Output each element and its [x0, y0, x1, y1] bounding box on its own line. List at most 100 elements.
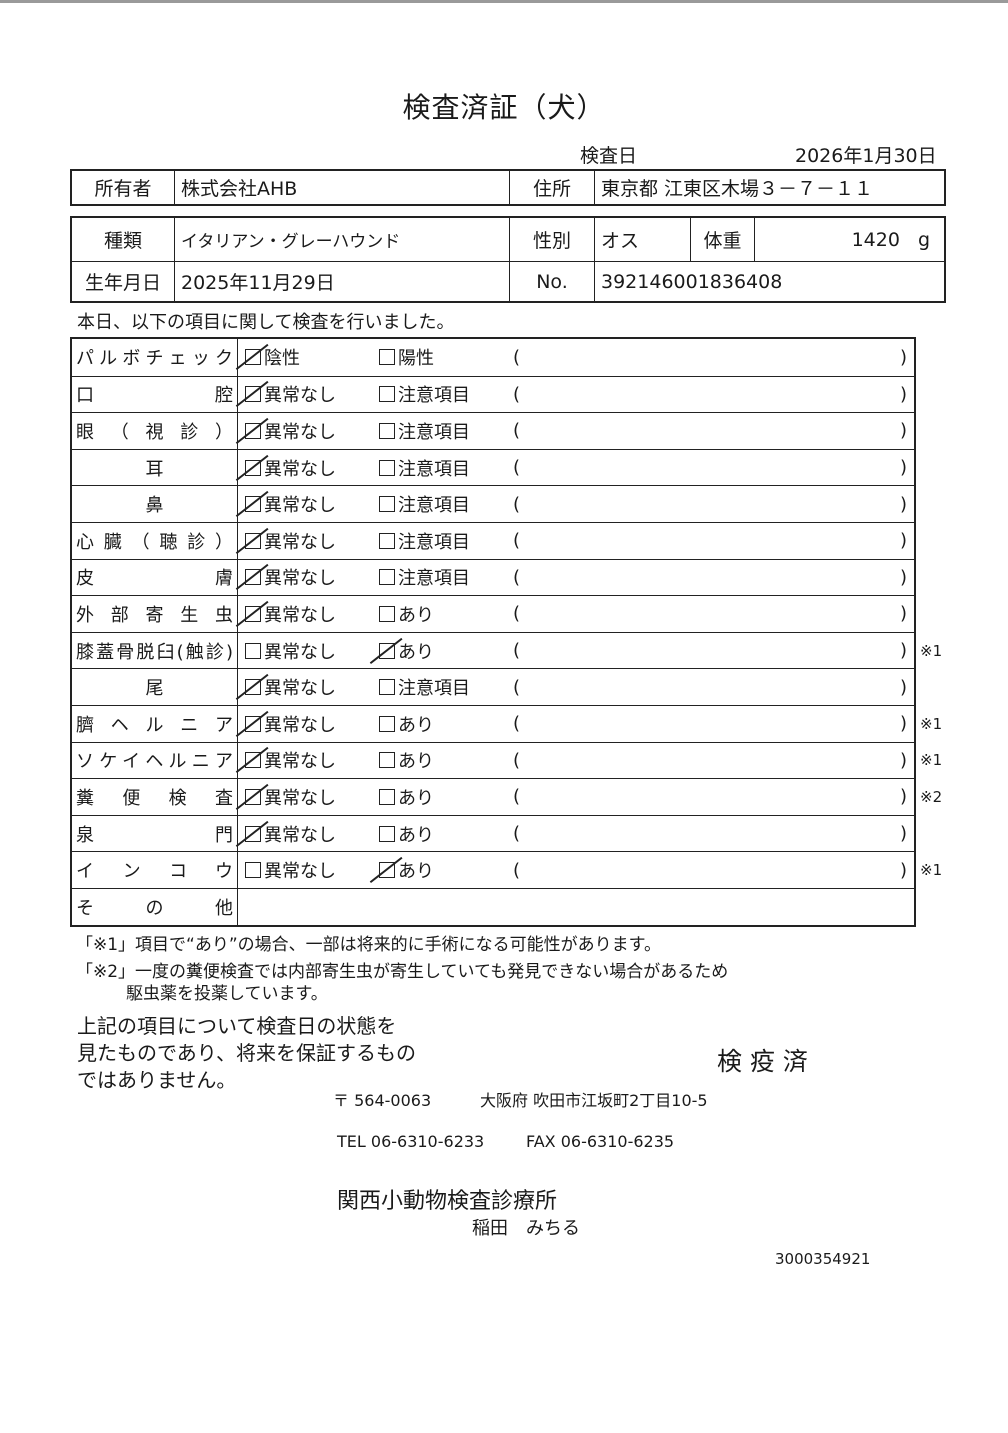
remarks-close-paren: ): [900, 566, 908, 588]
checked-box-icon[interactable]: [245, 752, 261, 769]
option-abnormal[interactable]: あり: [379, 596, 434, 632]
footnote-mark: ※1: [920, 751, 943, 770]
checkbox-icon[interactable]: [379, 605, 395, 622]
checkbox-icon[interactable]: [379, 679, 395, 696]
option-normal[interactable]: 異常なし: [245, 706, 336, 742]
checked-box-icon[interactable]: [245, 788, 261, 805]
checked-box-icon[interactable]: [245, 496, 261, 513]
footnote-mark: ※1: [920, 641, 943, 660]
remarks-open-paren: (: [513, 493, 521, 515]
no-value: 392146001836408: [594, 262, 944, 301]
clinic-address: 大阪府 吹田市江坂町2丁目10-5: [480, 1091, 708, 1110]
remarks-close-paren: ): [900, 603, 908, 625]
no-label: No.: [509, 262, 594, 301]
address-label: 住所: [509, 171, 594, 204]
clinic-fax: FAX 06-6310-6235: [526, 1132, 675, 1151]
option-abnormal[interactable]: あり: [379, 779, 434, 815]
checkbox-icon[interactable]: [245, 862, 261, 879]
checked-box-icon[interactable]: [245, 386, 261, 403]
footnote-mark: ※1: [920, 714, 943, 733]
option-abnormal[interactable]: 注意項目: [379, 486, 470, 522]
checkbox-icon[interactable]: [379, 532, 395, 549]
checked-box-icon[interactable]: [379, 642, 395, 659]
remarks-close-paren: ): [900, 383, 908, 405]
option-abnormal[interactable]: 注意項目: [379, 669, 470, 705]
option-normal[interactable]: 異常なし: [245, 377, 336, 413]
remarks-open-paren: (: [513, 420, 521, 442]
option-normal[interactable]: 異常なし: [245, 450, 336, 486]
checked-box-icon[interactable]: [245, 605, 261, 622]
clinic-tel: TEL 06-6310-6233: [337, 1132, 485, 1151]
clinic-postal: 〒 564-0063: [333, 1091, 432, 1110]
checkbox-icon[interactable]: [379, 825, 395, 842]
option-abnormal[interactable]: 注意項目: [379, 413, 470, 449]
checkbox-icon[interactable]: [379, 715, 395, 732]
option-abnormal[interactable]: あり: [379, 633, 434, 669]
option-abnormal[interactable]: 注意項目: [379, 523, 470, 559]
checkbox-icon[interactable]: [379, 422, 395, 439]
checkbox-icon[interactable]: [379, 569, 395, 586]
checked-box-icon[interactable]: [245, 679, 261, 696]
checkbox-icon[interactable]: [379, 752, 395, 769]
option-normal[interactable]: 異常なし: [245, 560, 336, 596]
option-normal[interactable]: 異常なし: [245, 596, 336, 632]
option-abnormal[interactable]: あり: [379, 743, 434, 779]
breed-label: 種類: [103, 230, 142, 252]
option-normal[interactable]: 陰性: [245, 339, 300, 376]
option-normal[interactable]: 異常なし: [245, 779, 336, 815]
inspection-row: 糞便検査 異常なし あり ( ) ※2: [72, 778, 942, 815]
checked-box-icon[interactable]: [379, 862, 395, 879]
inspection-row: 口腔 異常なし 注意項目 ( ): [72, 375, 914, 413]
footnote-mark: ※2: [920, 787, 943, 806]
option-abnormal[interactable]: 注意項目: [379, 560, 470, 596]
item-label: その他: [76, 897, 234, 919]
option-normal[interactable]: 異常なし: [245, 413, 336, 449]
option-abnormal[interactable]: 陽性: [379, 339, 434, 376]
checked-box-icon[interactable]: [245, 569, 261, 586]
option-normal[interactable]: 異常なし: [245, 669, 336, 705]
checkbox-icon[interactable]: [379, 386, 395, 403]
sex-value: オス: [594, 218, 690, 261]
checked-box-icon[interactable]: [245, 422, 261, 439]
sex-label: 性別: [509, 218, 594, 261]
checkbox-icon[interactable]: [379, 349, 395, 366]
option-normal[interactable]: 異常なし: [245, 486, 336, 522]
inspection-row: 眼（視診） 異常なし 注意項目 ( ): [72, 412, 914, 449]
remarks-open-paren: (: [513, 676, 521, 698]
option-abnormal[interactable]: 注意項目: [379, 450, 470, 486]
option-normal[interactable]: 異常なし: [245, 852, 336, 888]
option-abnormal[interactable]: 注意項目: [379, 377, 470, 413]
remarks-open-paren: (: [513, 786, 521, 808]
remarks-close-paren: ): [900, 346, 908, 368]
note-2-cont: 駆虫薬を投薬しています。: [126, 984, 328, 1004]
checkbox-icon[interactable]: [379, 788, 395, 805]
option-abnormal[interactable]: あり: [379, 706, 434, 742]
option-normal[interactable]: 異常なし: [245, 816, 336, 852]
checkbox-icon[interactable]: [245, 642, 261, 659]
checked-box-icon[interactable]: [245, 349, 261, 366]
checked-box-icon[interactable]: [245, 715, 261, 732]
option-normal[interactable]: 異常なし: [245, 633, 336, 669]
inspection-row: 外部寄生虫 異常なし あり ( ): [72, 595, 914, 632]
owner-box: 所有者 株式会社AHB 住所 東京都 江東区木場３－７－１１: [70, 169, 946, 206]
remarks-close-paren: ): [900, 420, 908, 442]
checked-box-icon[interactable]: [245, 825, 261, 842]
inspection-row: 臍ヘルニア 異常なし あり ( ) ※1: [72, 704, 942, 742]
weight-label: 体重: [690, 218, 754, 261]
weight-value: 1420: [851, 228, 900, 251]
scan-edge: [0, 0, 1008, 3]
exam-date-label: 検査日: [580, 145, 638, 167]
checkbox-icon[interactable]: [379, 459, 395, 476]
option-normal[interactable]: 異常なし: [245, 523, 336, 559]
checked-box-icon[interactable]: [245, 532, 261, 549]
inspection-row: 泉門 異常なし あり ( ): [72, 814, 914, 852]
owner-label: 所有者: [94, 178, 152, 200]
checkbox-icon[interactable]: [379, 496, 395, 513]
checked-box-icon[interactable]: [245, 459, 261, 476]
option-abnormal[interactable]: あり: [379, 816, 434, 852]
remarks-close-paren: ): [900, 493, 908, 515]
item-label: パルボチェック: [76, 348, 234, 370]
option-abnormal[interactable]: あり: [379, 852, 434, 888]
item-label: 泉門: [76, 824, 234, 846]
option-normal[interactable]: 異常なし: [245, 743, 336, 779]
